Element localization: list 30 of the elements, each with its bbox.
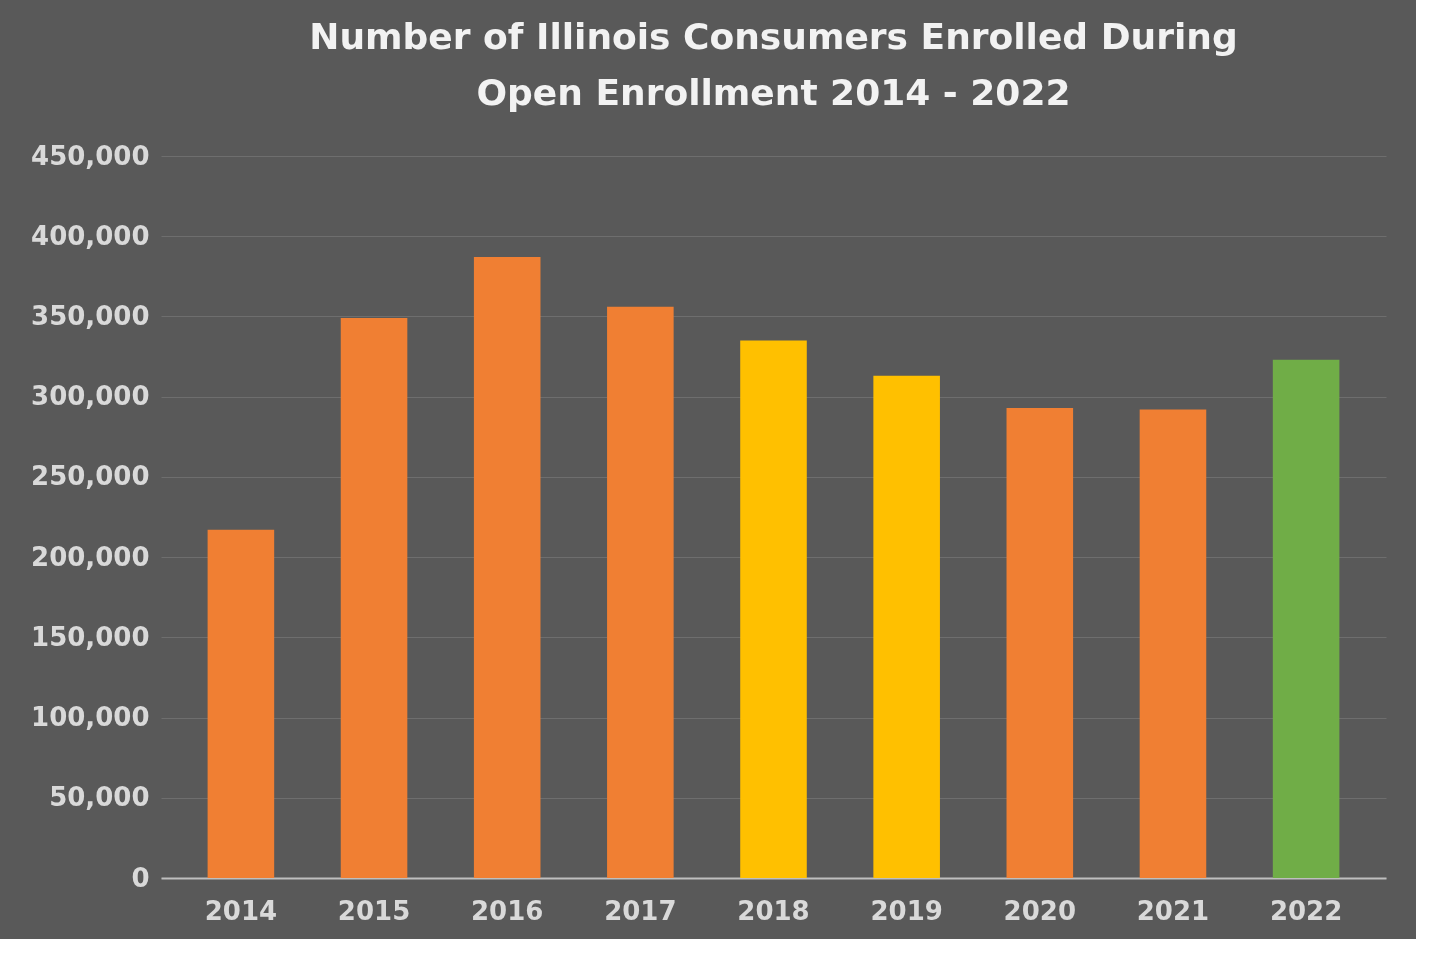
text: Open Enrollment 2014 - 2022 xyxy=(476,72,1071,113)
x-tick-label: 2021 xyxy=(1136,895,1210,926)
x-tick-label: 2016 xyxy=(471,895,544,926)
bar xyxy=(873,375,940,878)
bar xyxy=(340,318,408,878)
x-tick-label: 2017 xyxy=(604,895,677,926)
y-tick-label: 200,000 xyxy=(31,541,150,572)
y-tick-label: 350,000 xyxy=(31,300,150,331)
y-tick-label: 400,000 xyxy=(31,220,150,251)
y-tick-label: 100,000 xyxy=(31,702,150,733)
bar xyxy=(473,257,541,878)
x-tick-label: 2014 xyxy=(204,895,278,926)
bar xyxy=(1272,359,1340,878)
x-tick-label: 2022 xyxy=(1269,895,1343,926)
bar xyxy=(607,306,674,878)
x-tick-label: 2015 xyxy=(337,895,411,926)
bar xyxy=(740,340,807,878)
bar xyxy=(1006,407,1074,878)
y-tick-label: 50,000 xyxy=(49,782,150,813)
bar xyxy=(207,529,275,878)
text: Number of Illinois Consumers Enrolled During xyxy=(309,16,1238,57)
y-tick-label: 150,000 xyxy=(31,621,150,652)
y-tick-label: 450,000 xyxy=(31,140,150,171)
x-tick-label: 2019 xyxy=(870,895,943,926)
x-tick-label: 2020 xyxy=(1003,895,1076,926)
y-tick-label: 250,000 xyxy=(31,461,150,492)
bar xyxy=(1139,409,1207,878)
y-tick-label: 0 xyxy=(131,862,150,893)
x-tick-label: 2018 xyxy=(737,895,810,926)
y-tick-label: 300,000 xyxy=(31,381,150,412)
